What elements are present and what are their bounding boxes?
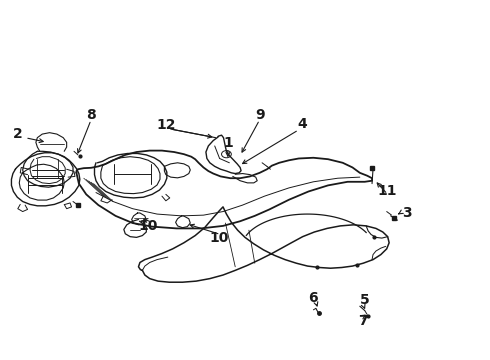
Text: 10: 10 bbox=[139, 219, 158, 233]
Text: 4: 4 bbox=[298, 117, 308, 131]
Text: 7: 7 bbox=[358, 314, 368, 328]
Text: 5: 5 bbox=[360, 293, 369, 307]
Text: 9: 9 bbox=[255, 108, 265, 122]
Text: 1: 1 bbox=[223, 136, 233, 150]
Text: 12: 12 bbox=[156, 118, 175, 132]
Text: 2: 2 bbox=[13, 127, 23, 141]
Text: 11: 11 bbox=[378, 184, 397, 198]
Text: 10: 10 bbox=[210, 231, 229, 245]
Text: 6: 6 bbox=[309, 291, 318, 305]
Text: 8: 8 bbox=[86, 108, 96, 122]
Text: 3: 3 bbox=[402, 206, 412, 220]
